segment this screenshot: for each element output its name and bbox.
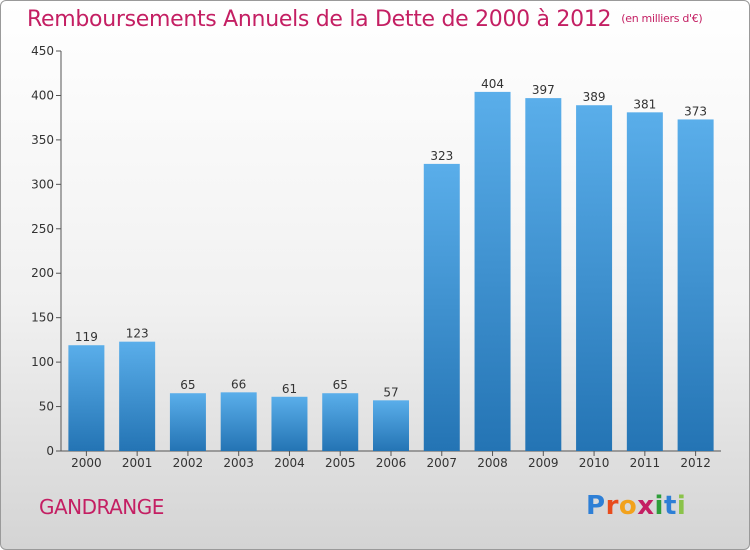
y-tick-label: 250	[31, 222, 54, 236]
x-tick-label: 2007	[426, 456, 457, 470]
y-tick-label: 400	[31, 88, 54, 102]
y-tick-label: 50	[39, 400, 54, 414]
bar	[119, 341, 156, 451]
logo-letter: o	[618, 491, 638, 521]
data-label: 57	[383, 385, 398, 399]
bar	[271, 396, 308, 451]
bar	[68, 345, 105, 451]
data-label: 404	[481, 77, 504, 91]
logo-letter: i	[654, 491, 664, 521]
data-label: 66	[231, 377, 246, 391]
y-tick-label: 450	[31, 44, 54, 58]
bar	[525, 98, 562, 451]
axes: 0 50 100 150 200 250 300 350 400 450 2000 2001 2002 2…	[31, 44, 721, 470]
data-label: 323	[430, 149, 453, 163]
x-tick-label: 2010	[579, 456, 610, 470]
place-name: GANDRANGE	[39, 495, 164, 519]
y-tick-label: 150	[31, 311, 54, 325]
x-tick-label: 2005	[325, 456, 356, 470]
bar	[677, 119, 714, 451]
logo-letter: r	[605, 491, 619, 521]
bar	[220, 392, 257, 451]
x-tick-label: 2008	[477, 456, 508, 470]
bars	[68, 91, 714, 451]
bar	[626, 112, 663, 451]
x-tick-label: 2001	[122, 456, 153, 470]
y-tick-label: 350	[31, 133, 54, 147]
x-tick-label: 2000	[71, 456, 102, 470]
logo-letter: P	[586, 491, 606, 521]
x-tick-label: 2006	[376, 456, 407, 470]
x-tick-label: 2002	[173, 456, 204, 470]
bar	[423, 163, 460, 451]
data-labels: 119 123 65 66 61 65 57 323 404 397 389 381 373	[75, 77, 707, 399]
bar	[169, 393, 206, 451]
data-label: 61	[282, 382, 297, 396]
bar	[373, 400, 409, 451]
data-label: 373	[684, 104, 707, 118]
data-label: 119	[75, 330, 98, 344]
y-tick-label: 0	[46, 444, 54, 458]
data-label: 65	[333, 378, 348, 392]
logo-letter: x	[637, 491, 655, 521]
x-tick-label: 2012	[680, 456, 711, 470]
logo-letter: i	[676, 491, 687, 521]
bar	[474, 91, 511, 451]
proxiti-logo: Proxiti	[586, 491, 686, 521]
chart-title-text: Remboursements Annuels de la Dette de 20…	[27, 7, 612, 32]
chart-title: Remboursements Annuels de la Dette de 20…	[27, 7, 703, 32]
data-label: 123	[126, 327, 149, 341]
data-label: 389	[583, 90, 606, 104]
x-tick-label: 2004	[274, 456, 305, 470]
logo-letter: t	[663, 491, 677, 521]
bar	[576, 105, 613, 451]
bar	[322, 393, 359, 451]
x-tick-label: 2011	[630, 456, 661, 470]
data-label: 65	[180, 378, 195, 392]
data-label: 397	[532, 83, 555, 97]
y-tick-label: 100	[31, 355, 54, 369]
y-tick-label: 300	[31, 177, 54, 191]
unit-note: (en milliers d'€)	[621, 12, 703, 25]
x-tick-label: 2009	[528, 456, 559, 470]
y-tick-label: 200	[31, 266, 54, 280]
data-label: 381	[633, 97, 656, 111]
x-tick-label: 2003	[223, 456, 254, 470]
